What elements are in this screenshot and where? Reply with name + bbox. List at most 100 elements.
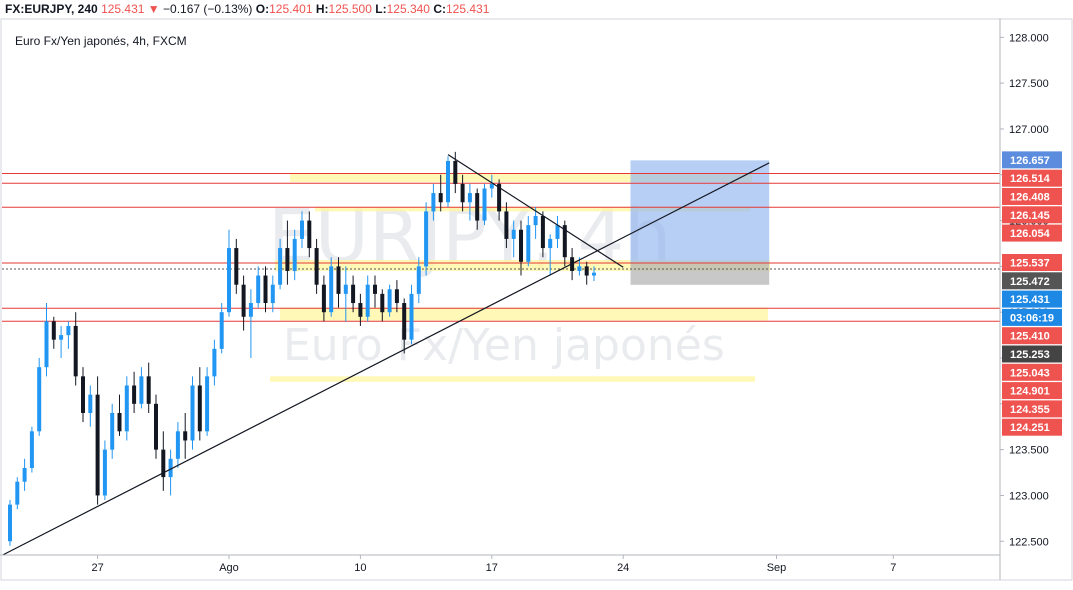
candle-body bbox=[533, 215, 538, 226]
change-value: −0.167 (−0.13%) bbox=[163, 2, 253, 16]
candle-body bbox=[110, 412, 115, 450]
price-tag[interactable] bbox=[1002, 327, 1062, 345]
time-tick-label: 24 bbox=[617, 562, 629, 574]
symbol-header: FX:EURJPY, 240 125.431 ▼ −0.167 (−0.13%)… bbox=[0, 0, 1073, 18]
price-tag[interactable] bbox=[1002, 169, 1062, 187]
candle-body bbox=[205, 376, 210, 432]
candle-body bbox=[511, 229, 516, 239]
candle-body bbox=[300, 220, 304, 239]
candle-body bbox=[526, 225, 531, 262]
candle-body bbox=[540, 215, 545, 249]
candle-body bbox=[504, 211, 509, 239]
support-resistance-zone[interactable] bbox=[290, 173, 752, 183]
chart-frame bbox=[0, 18, 1073, 581]
price-tag[interactable] bbox=[1002, 272, 1062, 290]
price-tick-label: 122.500 bbox=[1009, 536, 1049, 548]
open-label: O: bbox=[255, 2, 270, 16]
trendline[interactable] bbox=[447, 154, 624, 268]
candle-body bbox=[132, 385, 137, 404]
price-tag-label: 124.901 bbox=[1010, 386, 1050, 398]
price-tag-label: 126.054 bbox=[1010, 228, 1051, 240]
candle-body bbox=[175, 431, 180, 459]
candle-body bbox=[380, 293, 385, 313]
position-target-zone[interactable] bbox=[630, 160, 770, 263]
price-tick-label: 127.500 bbox=[1009, 78, 1049, 90]
price-tag[interactable] bbox=[1002, 345, 1062, 363]
price-tag[interactable] bbox=[1002, 151, 1062, 169]
candle-body bbox=[307, 220, 312, 249]
price-tag[interactable] bbox=[1002, 382, 1062, 400]
price-tag[interactable] bbox=[1002, 400, 1062, 418]
down-arrow-icon: ▼ bbox=[147, 2, 160, 16]
candle-body bbox=[59, 335, 64, 340]
candle-body bbox=[453, 161, 458, 184]
price-tick-label: 123.500 bbox=[1009, 445, 1049, 457]
support-resistance-zone[interactable] bbox=[280, 307, 768, 321]
candle-body bbox=[562, 225, 567, 258]
candle-body bbox=[66, 325, 71, 336]
candle-body bbox=[44, 321, 49, 368]
time-tick-label: Sep bbox=[767, 562, 787, 574]
candle-body bbox=[285, 248, 290, 271]
candle-body bbox=[248, 303, 253, 317]
price-tag[interactable] bbox=[1002, 253, 1062, 271]
price-tick-label: 128.000 bbox=[1009, 32, 1049, 44]
candle-body bbox=[460, 183, 465, 203]
candle-body bbox=[358, 303, 363, 317]
candle-body bbox=[8, 504, 12, 542]
price-tag-label: 125.253 bbox=[1010, 349, 1050, 361]
price-tag[interactable] bbox=[1002, 187, 1062, 205]
price-tag-label: 126.408 bbox=[1010, 191, 1050, 203]
candle-body bbox=[37, 367, 42, 432]
candle-body bbox=[212, 348, 217, 377]
candle-body bbox=[146, 376, 151, 404]
candle-body bbox=[489, 183, 494, 189]
support-resistance-zone[interactable] bbox=[270, 376, 755, 382]
symbol-label[interactable]: FX:EURJPY, 240 bbox=[5, 2, 98, 16]
candle-body bbox=[314, 248, 319, 285]
price-tick-label: 123.000 bbox=[1009, 490, 1049, 502]
price-tick-label: 127.000 bbox=[1009, 124, 1049, 136]
candle-body bbox=[73, 325, 78, 377]
close-value: 125.431 bbox=[446, 2, 490, 16]
price-tag-label: 126.514 bbox=[1010, 173, 1051, 185]
candle-body bbox=[592, 272, 596, 276]
price-tag-label: 124.251 bbox=[1010, 422, 1050, 434]
candle-body bbox=[197, 385, 202, 432]
price-tag[interactable] bbox=[1002, 224, 1062, 242]
candle-body bbox=[263, 275, 268, 304]
watermark-description: Euro Fx/Yen japonés bbox=[283, 320, 725, 371]
open-value: 125.401 bbox=[269, 2, 313, 16]
close-label: C: bbox=[433, 2, 446, 16]
candle-body bbox=[365, 284, 370, 317]
candle-body bbox=[497, 183, 502, 212]
candle-body bbox=[321, 284, 326, 313]
price-tag[interactable] bbox=[1002, 206, 1062, 224]
high-value: 125.500 bbox=[328, 2, 372, 16]
position-stop-zone[interactable] bbox=[630, 262, 770, 285]
candle-body bbox=[278, 248, 283, 285]
candle-body bbox=[409, 293, 414, 340]
price-tag[interactable] bbox=[1002, 418, 1062, 436]
trendline[interactable] bbox=[2, 162, 770, 556]
candle-body bbox=[584, 266, 589, 276]
candle-body bbox=[351, 284, 356, 304]
price-tag-label: 125.431 bbox=[1010, 294, 1050, 306]
time-tick-label: Ago bbox=[219, 562, 239, 574]
candle-body bbox=[343, 284, 348, 294]
candle-body bbox=[102, 449, 107, 496]
price-tag-label: 125.472 bbox=[1010, 276, 1050, 288]
candle-body bbox=[88, 394, 93, 413]
price-tag-label: 125.043 bbox=[1010, 367, 1050, 379]
price-tag[interactable] bbox=[1002, 363, 1062, 381]
candle-body bbox=[416, 266, 421, 294]
candle-body bbox=[190, 385, 195, 441]
candle-body bbox=[482, 188, 487, 221]
price-tag[interactable] bbox=[1002, 290, 1062, 308]
candle-body bbox=[183, 431, 188, 441]
candle-body bbox=[292, 238, 297, 271]
candle-body bbox=[519, 229, 523, 262]
price-tag[interactable] bbox=[1002, 308, 1062, 326]
support-resistance-zone[interactable] bbox=[275, 259, 770, 271]
